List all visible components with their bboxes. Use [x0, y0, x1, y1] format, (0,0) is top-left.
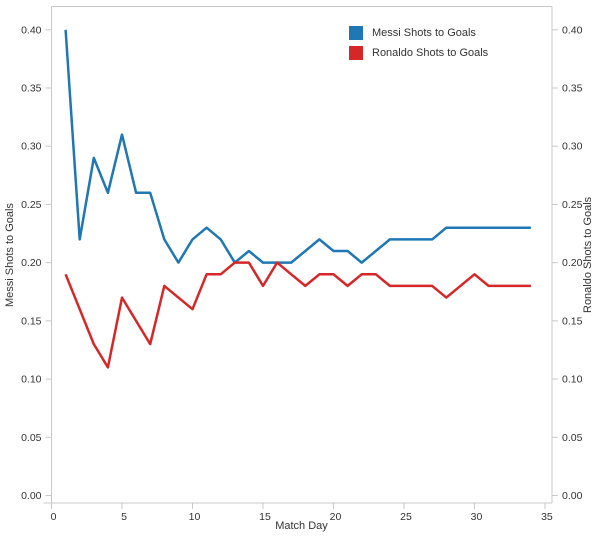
left-y-tick-label: 0.20 — [21, 257, 42, 269]
chart-legend: Messi Shots to Goals Ronaldo Shots to Go… — [349, 26, 488, 60]
ronaldo-series-swatch — [349, 46, 363, 60]
x-tick-label: 35 — [541, 511, 553, 523]
left-y-tick-label: 0.30 — [21, 141, 42, 153]
ronaldo-series-label: Ronaldo Shots to Goals — [372, 47, 489, 59]
messi-series-label: Messi Shots to Goals — [372, 27, 476, 39]
x-tick-label: 5 — [121, 511, 127, 523]
legend-item-ronaldo: Ronaldo Shots to Goals — [349, 46, 488, 60]
x-tick-label: 20 — [330, 511, 342, 523]
right-y-tick-label: 0.35 — [562, 83, 583, 95]
left-y-tick-label: 0.00 — [21, 490, 42, 502]
left-y-tick-label: 0.25 — [21, 199, 42, 211]
x-tick-label: 15 — [259, 511, 271, 523]
ronaldo-line-series — [64, 261, 531, 369]
right-y-tick-label: 0.30 — [562, 141, 583, 153]
left-y-tick-label: 0.10 — [21, 374, 42, 386]
right-y-tick-label: 0.10 — [562, 374, 583, 386]
left-y-tick-label: 0.15 — [21, 315, 42, 327]
messi-series-swatch — [349, 26, 363, 40]
x-tick-label: 0 — [51, 511, 57, 523]
left-y-tick-label: 0.35 — [21, 83, 42, 95]
left-y-tick-label: 0.40 — [21, 24, 42, 36]
right-y-tick-label: 0.25 — [562, 199, 583, 211]
left-y-tick-label: 0.05 — [21, 432, 42, 444]
legend-item-messi: Messi Shots to Goals — [349, 26, 488, 40]
right-y-tick-label: 0.20 — [562, 257, 583, 269]
x-tick-label: 25 — [400, 511, 412, 523]
x-tick-label: 10 — [189, 511, 201, 523]
right-y-tick-label: 0.40 — [562, 24, 583, 36]
right-y-tick-label: 0.05 — [562, 432, 583, 444]
x-tick-label: 30 — [471, 511, 483, 523]
x-axis-title: Match Day — [275, 520, 328, 532]
right-y-tick-label: 0.00 — [562, 490, 583, 502]
right-y-tick-label: 0.15 — [562, 315, 583, 327]
right-axis-title: Ronaldo Shots to Goals — [582, 196, 594, 314]
messi-line-series — [64, 29, 531, 264]
left-axis-title: Messi Shots to Goals — [4, 203, 16, 307]
